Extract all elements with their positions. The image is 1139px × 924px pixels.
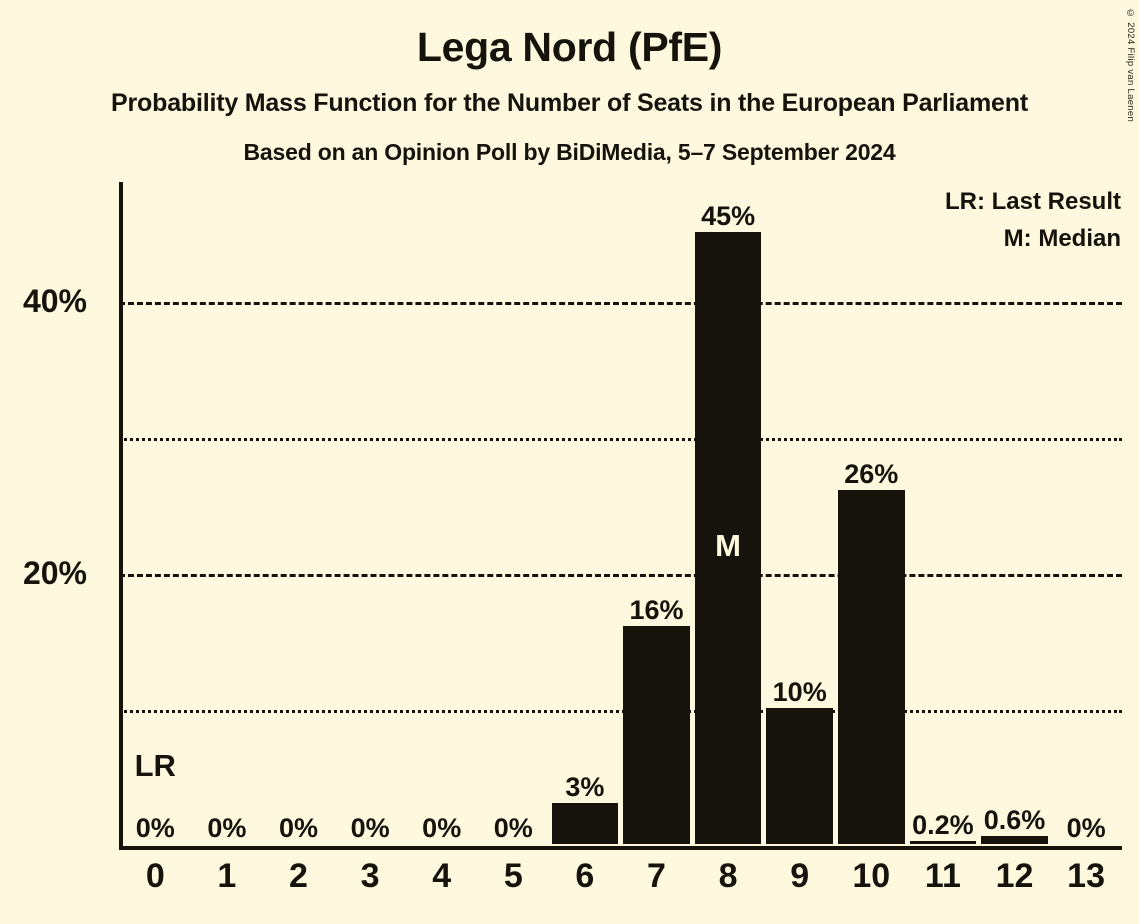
plot-area: 20% 40% 0% LR 0% 0% 0% 0% 0% 3% 16% 45% M 10% 26% 0.2%… <box>23 182 1122 895</box>
gridline-40 <box>119 302 1122 305</box>
bar-value-label-seat-2: 0% <box>278 813 318 843</box>
bar-value-label-seat-11: 0.2% <box>912 810 974 841</box>
x-tick-label-6: 6 <box>575 857 595 895</box>
gridline-10 <box>119 710 1122 713</box>
y-tick-label-40: 40% <box>22 283 87 319</box>
bar-value-label-seat-0: 0% <box>135 813 175 843</box>
copyright-notice: © 2024 Filip van Laenen <box>1125 8 1136 123</box>
bar-value-label-seat-7: 16% <box>629 595 684 626</box>
median-marker: M <box>715 528 741 563</box>
chart-legend: LR: Last Result M: Median <box>945 183 1121 257</box>
x-tick-label-8: 8 <box>718 857 738 895</box>
legend-item-last-result: LR: Last Result <box>944 188 1121 215</box>
bar-seat-9[interactable] <box>766 708 833 844</box>
bar-value-label-seat-10: 26% <box>844 459 899 490</box>
y-tick-label-20: 20% <box>22 555 87 591</box>
bar-value-label-seat-12: 0.6% <box>983 804 1046 835</box>
x-tick-label-5: 5 <box>503 857 523 895</box>
x-tick-label-4: 4 <box>432 857 452 895</box>
bar-value-label-seat-1: 0% <box>207 813 247 843</box>
bar-value-label-seat-9: 10% <box>772 677 827 707</box>
chart-subtitle-secondary: Based on an Opinion Poll by BiDiMedia, 5… <box>243 139 896 165</box>
bar-value-label-seat-6: 3% <box>565 772 605 803</box>
bar-value-label-seat-8: 45% <box>701 201 756 231</box>
bar-seat-6[interactable] <box>551 803 619 844</box>
chart-subtitle-primary: Probability Mass Function for the Number… <box>111 89 1028 117</box>
x-tick-label-7: 7 <box>647 857 666 895</box>
x-tick-label-12: 12 <box>995 857 1034 895</box>
y-axis-line <box>119 182 123 850</box>
x-tick-label-3: 3 <box>360 857 380 895</box>
bar-value-label-seat-5: 0% <box>493 813 533 843</box>
x-tick-label-13: 13 <box>1067 857 1105 895</box>
x-tick-label-9: 9 <box>790 857 810 895</box>
x-tick-label-2: 2 <box>289 857 308 895</box>
x-tick-label-11: 11 <box>924 857 961 895</box>
last-result-marker: LR <box>134 748 176 783</box>
bar-seat-10[interactable] <box>838 490 905 844</box>
x-axis-line <box>119 846 1122 850</box>
x-tick-label-10: 10 <box>852 857 891 895</box>
bar-seat-7[interactable] <box>623 626 690 844</box>
bar-seat-11[interactable] <box>909 841 977 844</box>
bar-value-label-seat-4: 0% <box>422 813 462 843</box>
bar-value-label-seat-13: 0% <box>1066 813 1106 843</box>
bar-seat-12[interactable] <box>981 835 1048 844</box>
x-tick-label-0: 0 <box>145 857 165 895</box>
x-tick-label-1: 1 <box>217 857 237 895</box>
page-title: Lega Nord (PfE) <box>416 24 723 70</box>
bar-value-label-seat-3: 0% <box>350 813 390 843</box>
bar-seat-8[interactable] <box>694 232 762 844</box>
legend-item-median: M: Median <box>1003 225 1121 252</box>
gridline-20 <box>119 574 1122 577</box>
gridline-30 <box>119 438 1122 441</box>
